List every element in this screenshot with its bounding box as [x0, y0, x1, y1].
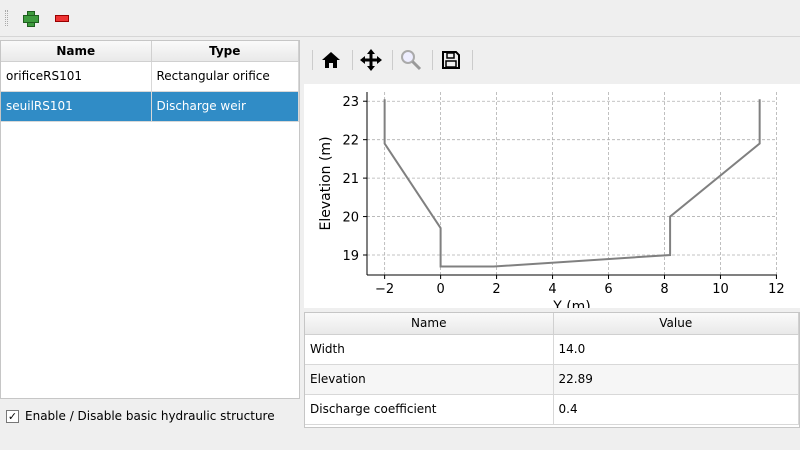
column-header-name[interactable]: Name — [1, 41, 152, 62]
y-axis-label: Elevation (m) — [318, 136, 334, 230]
pan-button[interactable] — [357, 46, 385, 74]
parameters-table[interactable]: Name Value Width 14.0 Elevation 22.89 Disch… — [304, 312, 800, 428]
cross-section-line — [383, 99, 761, 268]
add-structure-button[interactable] — [19, 8, 41, 28]
param-name: Width — [305, 334, 554, 365]
y-tick-label: 20 — [342, 211, 359, 226]
column-header-value[interactable]: Value — [553, 313, 799, 335]
table-row-selected[interactable]: seuilRS101 Discharge weir — [1, 91, 299, 122]
separator — [472, 50, 473, 70]
enable-checkbox-label[interactable]: Enable / Disable basic hydraulic structu… — [25, 409, 275, 423]
plus-icon — [23, 11, 39, 27]
remove-structure-button[interactable] — [51, 8, 73, 28]
home-button[interactable] — [317, 46, 345, 74]
x-tick-label: 4 — [548, 282, 556, 297]
table-row[interactable]: Discharge coefficient 0.4 — [305, 394, 799, 425]
x-tick-label: 10 — [712, 282, 729, 297]
toolbar-grip[interactable] — [5, 10, 8, 26]
plot-toolbar — [304, 42, 800, 78]
save-button[interactable] — [437, 46, 465, 74]
separator — [392, 50, 393, 70]
separator — [312, 50, 313, 70]
param-value[interactable]: 0.4 — [553, 394, 799, 425]
x-tick-label: 6 — [604, 282, 612, 297]
table-row[interactable]: Width 14.0 — [305, 334, 799, 365]
structures-table[interactable]: Name Type orificeRS101 Rectangular orifice… — [0, 40, 300, 399]
y-tick-label: 19 — [342, 249, 359, 264]
zoom-icon — [401, 50, 422, 71]
param-name: Discharge coefficient — [305, 394, 554, 425]
home-icon — [322, 52, 340, 68]
pan-icon — [360, 49, 382, 71]
y-tick-label: 23 — [342, 95, 359, 110]
x-tick-label: 0 — [436, 282, 444, 297]
zoom-button[interactable] — [397, 46, 425, 74]
column-header-name[interactable]: Name — [305, 313, 554, 335]
enable-checkbox[interactable]: ✓ — [6, 410, 19, 423]
cross-section-plot[interactable]: −2 0 2 4 6 8 10 12 19 20 21 22 23 Y (m) Elevation (m) — [304, 84, 800, 308]
structure-name[interactable]: orificeRS101 — [1, 61, 152, 92]
structure-type[interactable]: Discharge weir — [151, 91, 299, 122]
y-tick-label: 21 — [342, 172, 359, 187]
table-row[interactable]: orificeRS101 Rectangular orifice — [1, 61, 299, 92]
table-row[interactable]: Elevation 22.89 — [305, 364, 799, 395]
structure-type[interactable]: Rectangular orifice — [151, 61, 299, 92]
x-tick-label: 2 — [492, 282, 500, 297]
x-tick-label: 8 — [660, 282, 668, 297]
main-toolbar — [0, 0, 800, 37]
separator — [352, 50, 353, 70]
structure-name[interactable]: seuilRS101 — [1, 91, 152, 122]
param-name: Elevation — [305, 364, 554, 395]
minus-icon — [55, 14, 69, 22]
x-tick-label: −2 — [375, 282, 394, 297]
save-icon — [442, 51, 460, 69]
x-tick-label: 12 — [768, 282, 785, 297]
param-value[interactable]: 22.89 — [553, 364, 799, 395]
chart-svg: −2 0 2 4 6 8 10 12 19 20 21 22 23 Y (m) Elevation (m) — [318, 92, 785, 308]
separator — [432, 50, 433, 70]
y-tick-label: 22 — [342, 134, 359, 149]
column-header-type[interactable]: Type — [151, 41, 299, 62]
x-axis-label: Y (m) — [552, 299, 591, 308]
param-value[interactable]: 14.0 — [553, 334, 799, 365]
